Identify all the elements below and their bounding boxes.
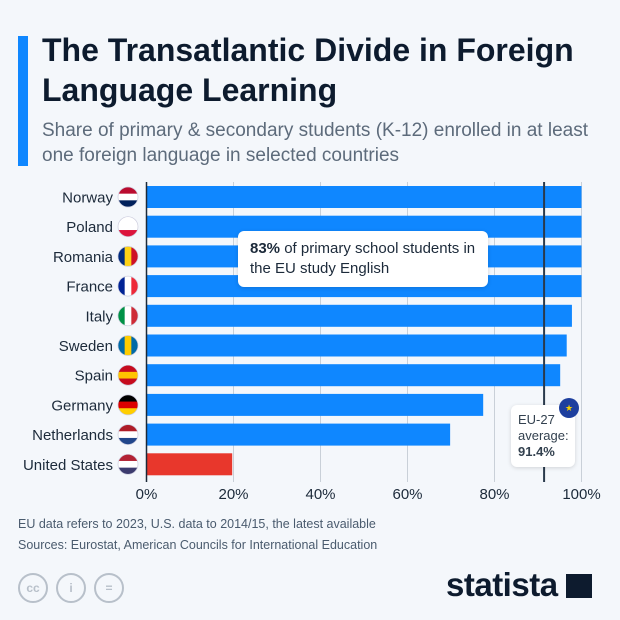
bar-united-states [146,453,233,476]
category-label: Netherlands [32,427,113,444]
flag-border [117,275,139,297]
avg-value: 91.4% [518,444,555,459]
category-label: France [66,279,113,296]
page-title: The Transatlantic Divide in Foreign Lang… [42,32,574,108]
flag-romania-icon [118,246,138,267]
category-label: Sweden [59,338,113,355]
source: Sources: Eurostat, American Councils for… [18,538,378,552]
attribution-icon[interactable]: i [56,573,86,603]
bar-spain [146,364,561,387]
flag-border [117,424,139,445]
annotation-bold: 83% [250,240,281,257]
flag-border [117,364,139,386]
logo-text: statista [446,566,558,603]
flag-border [117,335,139,356]
bar-italy [146,304,572,327]
annotation-callout: 83% of primary school students in the EU… [238,231,488,287]
bar-sweden [146,334,567,357]
flag-border [117,246,139,267]
statista-logo[interactable]: statista [446,566,593,604]
category-label: Norway [62,190,113,207]
subtitle: Share of primary & secondary students (K… [42,120,588,166]
flag-italy-icon [118,305,138,326]
flag-france-icon [118,276,138,297]
x-tick-label: 40% [305,486,335,503]
flag-spain-icon [118,365,138,386]
annotation-text: of primary school students in the EU stu… [250,240,476,277]
x-tick-label: 0% [136,486,158,503]
flag-border [117,453,139,475]
accent-bar [18,36,28,166]
flag-poland-icon [118,216,138,237]
cc-license-icon[interactable]: cc [18,573,48,603]
avg-label-line1: EU-27 [518,412,555,427]
category-label: Poland [66,219,113,236]
x-tick-label: 20% [218,486,248,503]
flag-border [117,186,139,208]
x-tick-label: 60% [392,486,422,503]
category-label: Italy [85,308,113,325]
flag-germany-icon [118,394,138,415]
bar-germany [146,393,484,416]
no-derivatives-icon[interactable]: = [94,573,124,603]
flag-border [117,216,139,238]
bar-norway [146,186,582,208]
flag-sweden-icon [118,335,138,356]
bar-netherlands [146,423,451,446]
flag-border [117,394,139,416]
category-label: United States [23,457,113,474]
flag-united-states-icon [118,454,138,475]
category-label: Romania [53,249,114,266]
category-label: Spain [75,368,113,385]
x-tick-label: 80% [479,486,509,503]
eu-flag-icon: ★ [559,398,579,418]
flag-border [117,305,139,327]
avg-label-line2: average: [518,428,569,443]
flag-norway-icon [118,187,138,207]
eu-average-label: EU-27 average: 91.4% [511,405,575,467]
category-label: Germany [51,397,113,414]
x-tick-label: 100% [562,486,600,503]
footnote: EU data refers to 2023, U.S. data to 201… [18,517,376,531]
statista-logo-icon [566,574,593,598]
flag-netherlands-icon [118,424,138,445]
